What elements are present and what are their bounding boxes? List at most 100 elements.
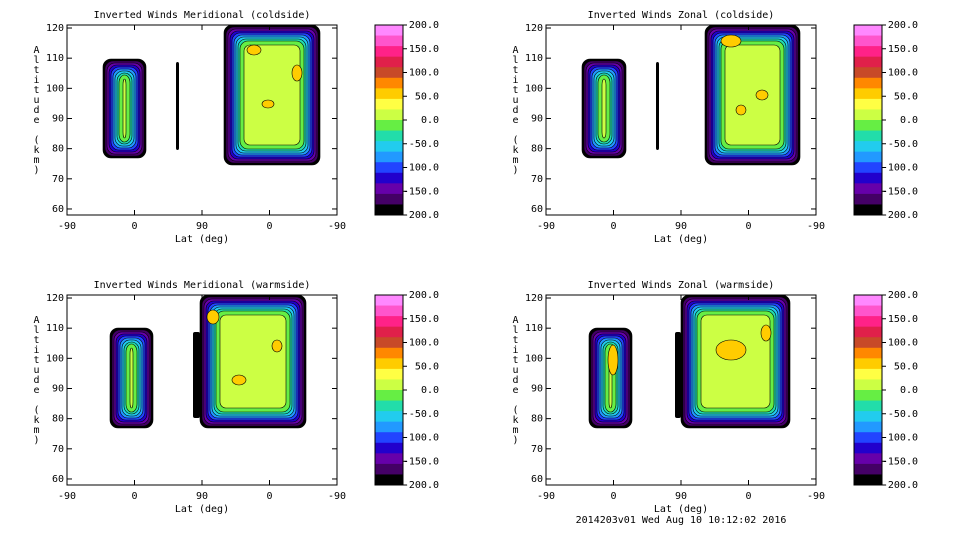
colorbar-tick-label: -150.0 (403, 186, 439, 197)
colorbar-band (854, 347, 882, 359)
colorbar-band (854, 141, 882, 153)
x-tick-label: 0 (745, 491, 751, 502)
x-axis-label: Lat (deg) (175, 504, 229, 515)
colorbar-tick-label: -100.0 (403, 433, 439, 444)
colorbar-band (375, 432, 403, 444)
colorbar-tick-label: -50.0 (409, 139, 439, 150)
contour-cell (715, 339, 747, 361)
y-tick-label: 90 (52, 113, 64, 124)
colorbar-band (375, 77, 403, 89)
colorbar-band (375, 162, 403, 174)
y-tick-label: 80 (531, 144, 543, 155)
contour-cell (271, 339, 283, 353)
colorbar-tick-label: 100.0 (409, 338, 439, 349)
colorbar-band (375, 151, 403, 163)
colorbar-band (854, 46, 882, 58)
colorbar-tick-label: 150.0 (888, 44, 918, 55)
colorbar-band (854, 305, 882, 317)
y-tick-label: 60 (52, 474, 64, 485)
colorbar-band (375, 368, 403, 380)
colorbar-tick-label: 50.0 (894, 361, 918, 372)
y-tick-label: 100 (525, 83, 543, 94)
y-tick-label: 120 (46, 23, 64, 34)
x-tick-label: -90 (58, 221, 76, 232)
colorbar-band (854, 67, 882, 79)
panel: Inverted Winds Zonal (coldside) -90 0 90 0 -9… (510, 10, 918, 245)
x-tick-label: 0 (131, 221, 137, 232)
y-axis-label: Altitude (km) (31, 45, 42, 175)
colorbar-band (375, 347, 403, 359)
x-tick-label: 0 (610, 221, 616, 232)
colorbar-band (854, 88, 882, 100)
x-tick-label: -90 (58, 491, 76, 502)
y-tick-label: 70 (52, 444, 64, 455)
colorbar-tick-label: 50.0 (415, 91, 439, 102)
colorbar-band (375, 463, 403, 475)
x-tick-label: 0 (745, 221, 751, 232)
x-tick-label: -90 (537, 221, 555, 232)
colorbar-tick-label: -200.0 (882, 210, 918, 221)
contour-band (219, 314, 287, 409)
colorbar-band (854, 98, 882, 110)
y-tick-label: 90 (52, 383, 64, 394)
colorbar-band (375, 25, 403, 37)
y-tick-label: 100 (46, 83, 64, 94)
x-tick-label: 0 (266, 491, 272, 502)
colorbar-band (854, 411, 882, 423)
colorbar-tick-label: 200.0 (409, 20, 439, 31)
colorbar-band (375, 421, 403, 433)
colorbar-tick-label: 100.0 (888, 68, 918, 79)
colorbar-tick-label: -100.0 (882, 433, 918, 444)
y-tick-label: 80 (531, 414, 543, 425)
panel: Inverted Winds Meridional (coldside) -90 0… (31, 10, 439, 245)
colorbar-band (854, 358, 882, 370)
x-tick-label: 0 (610, 491, 616, 502)
colorbar-band (375, 193, 403, 205)
colorbar-band (375, 130, 403, 142)
colorbar-tick-label: 0.0 (900, 115, 918, 126)
x-tick-label: -90 (807, 491, 825, 502)
y-tick-label: 60 (531, 204, 543, 215)
colorbar-band (375, 305, 403, 317)
contour-band (129, 347, 134, 409)
colorbar-tick-label: -200.0 (403, 210, 439, 221)
colorbar-band (854, 432, 882, 444)
colorbar-band (375, 141, 403, 153)
y-tick-label: 120 (525, 293, 543, 304)
colorbar-band (854, 337, 882, 349)
colorbar-tick-label: -200.0 (403, 480, 439, 491)
colorbar-band (375, 295, 403, 307)
y-tick-label: 110 (46, 53, 64, 64)
y-tick-label: 120 (46, 293, 64, 304)
contour-line (176, 62, 179, 150)
colorbar-band (854, 379, 882, 391)
colorbar-band (854, 56, 882, 68)
x-tick-label: 90 (675, 221, 687, 232)
colorbar-band (375, 316, 403, 328)
x-axis-label: Lat (deg) (654, 234, 708, 245)
colorbar-tick-label: 150.0 (409, 44, 439, 55)
colorbar-tick-label: 50.0 (415, 361, 439, 372)
colorbar-tick-label: 200.0 (888, 20, 918, 31)
colorbar-tick-label: -50.0 (888, 409, 918, 420)
colorbar-band (854, 193, 882, 205)
contour-cell (231, 374, 247, 386)
colorbar-band (854, 390, 882, 402)
y-axis-label: Altitude (km) (510, 45, 521, 175)
colorbar-tick-label: 150.0 (409, 314, 439, 325)
colorbar-tick-label: 0.0 (900, 385, 918, 396)
y-tick-label: 70 (531, 174, 543, 185)
contour-band (700, 314, 771, 409)
colorbar-tick-label: 50.0 (894, 91, 918, 102)
colorbar-band (854, 35, 882, 47)
y-tick-label: 70 (531, 444, 543, 455)
x-tick-label: 90 (196, 221, 208, 232)
colorbar-tick-label: 0.0 (421, 385, 439, 396)
colorbar-band (854, 172, 882, 184)
colorbar-tick-label: 200.0 (409, 290, 439, 301)
y-tick-label: 110 (46, 323, 64, 334)
x-tick-label: -90 (537, 491, 555, 502)
colorbar-band (375, 453, 403, 465)
contour-band (122, 78, 127, 139)
panel: Inverted Winds Meridional (warmside) -90 0… (31, 280, 439, 515)
